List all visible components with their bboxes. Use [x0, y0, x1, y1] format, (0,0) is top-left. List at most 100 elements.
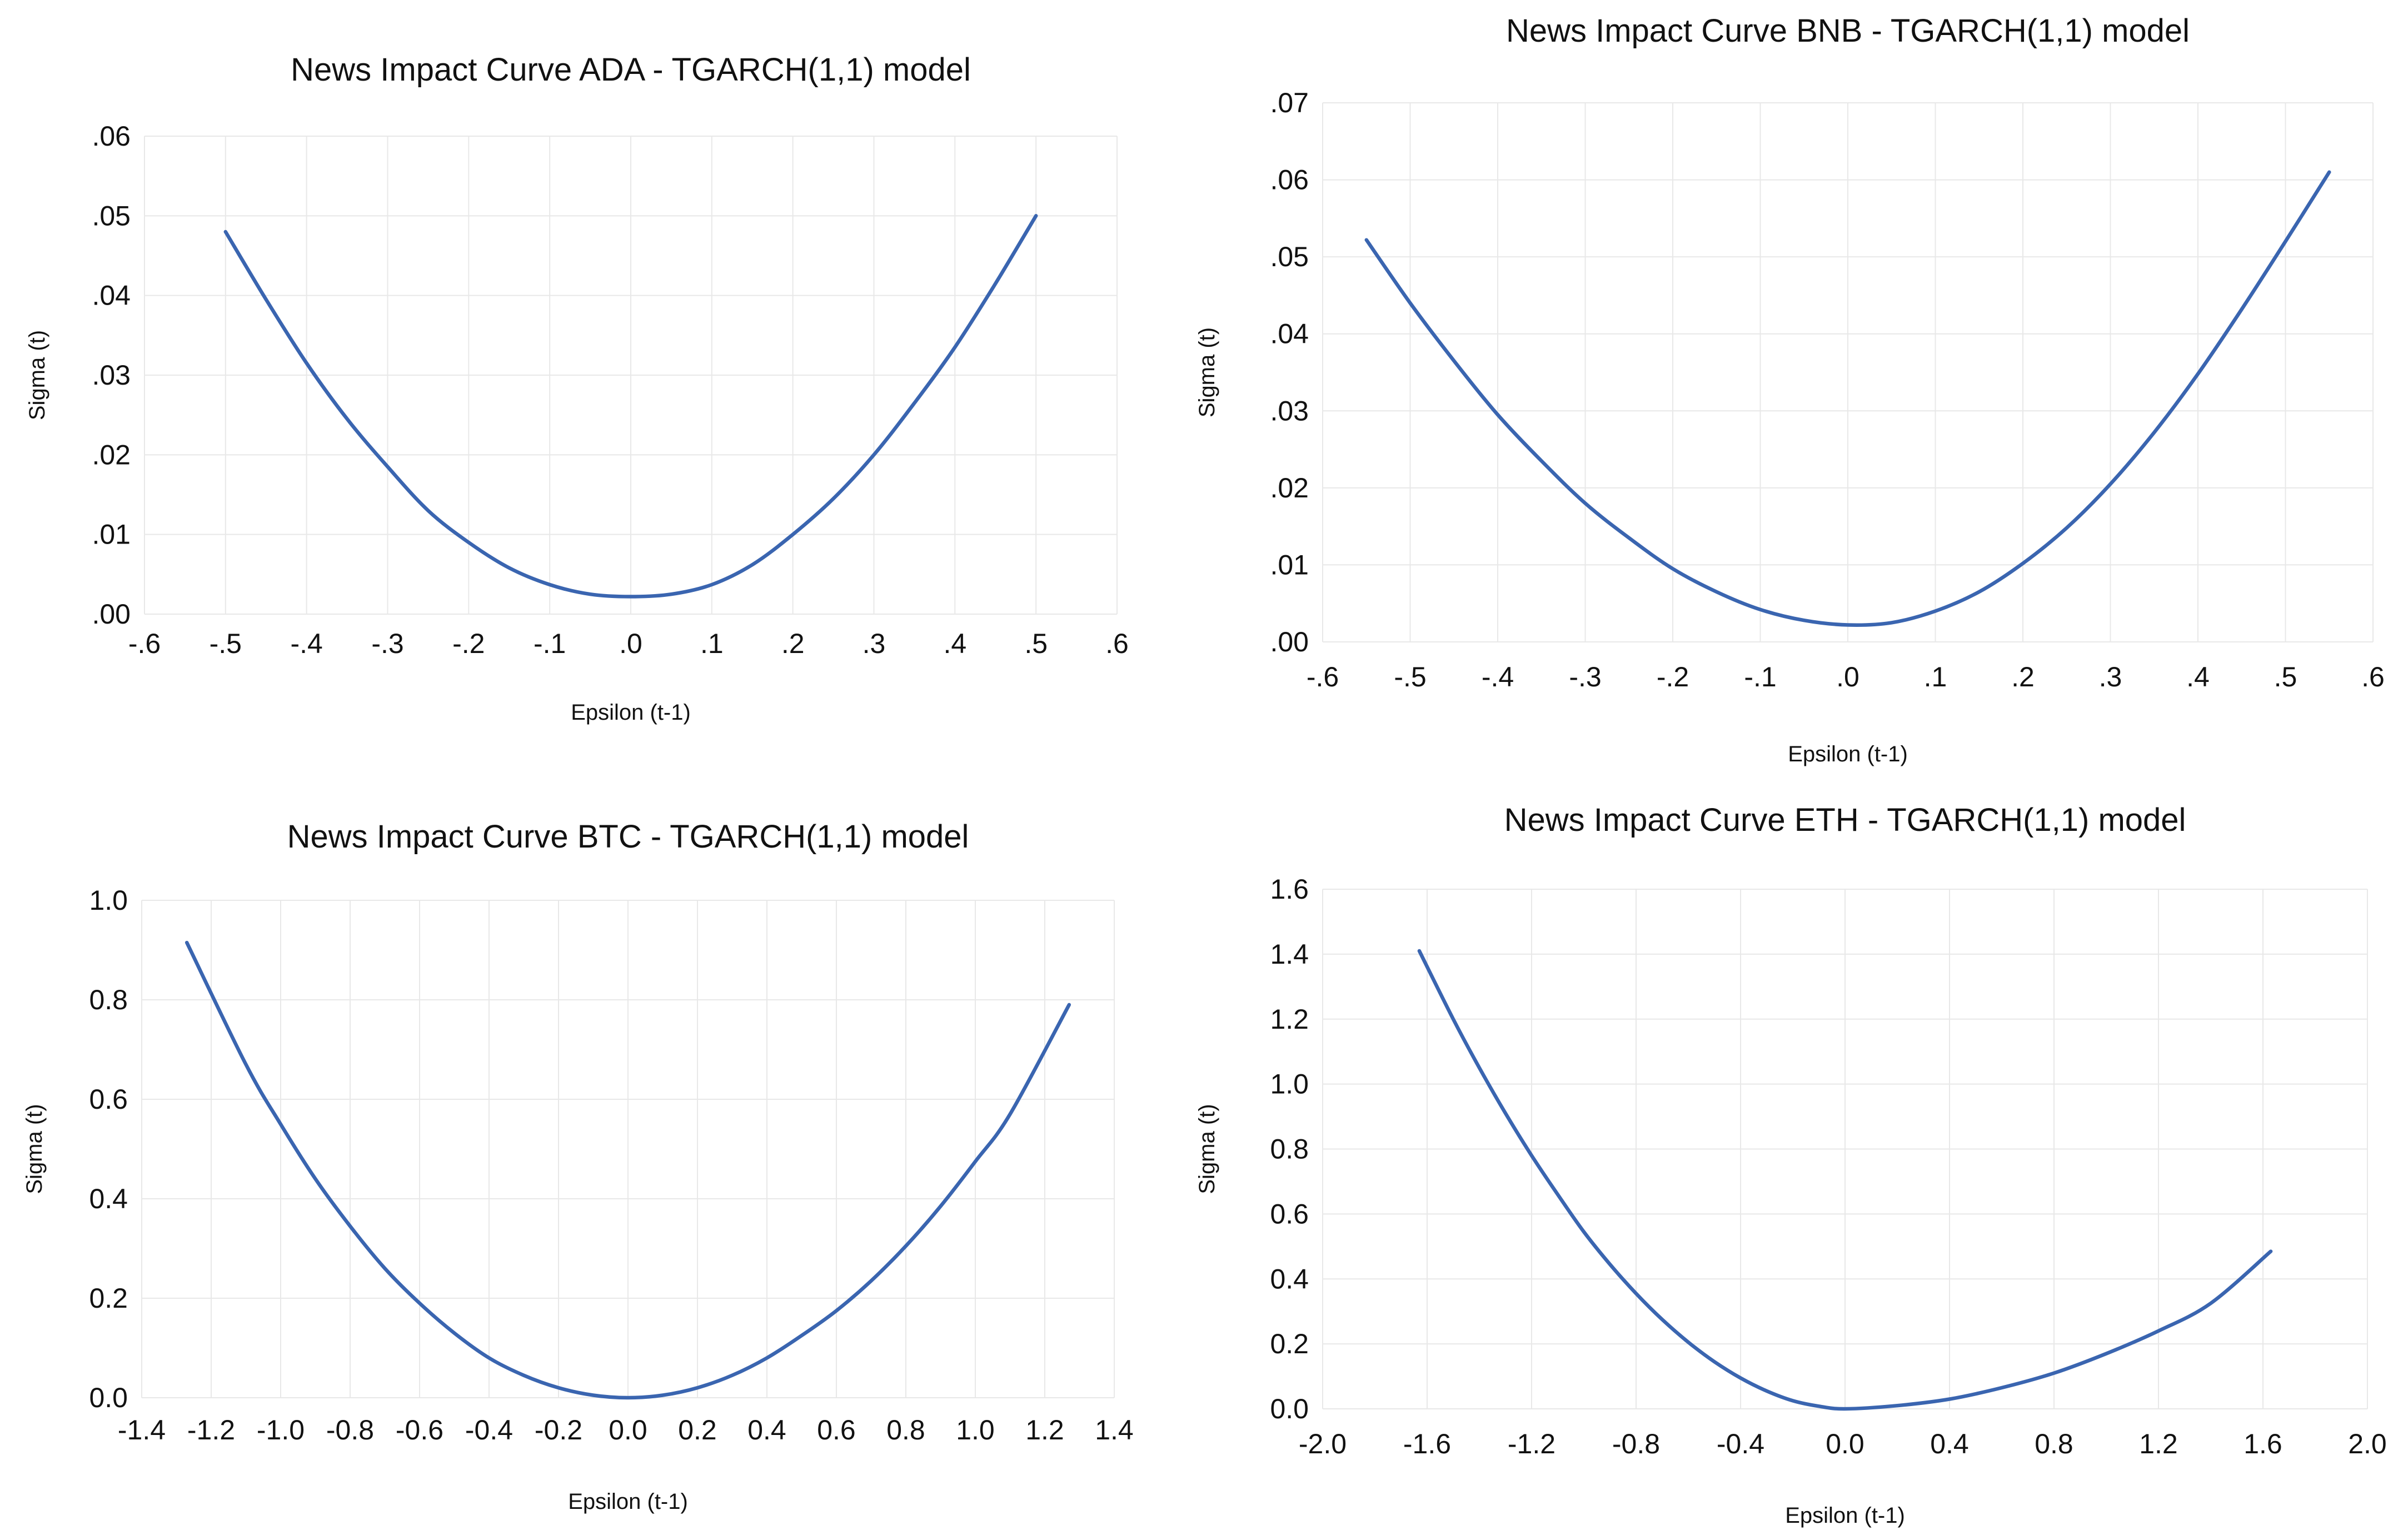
x-tick-label: -.5: [210, 628, 242, 659]
x-tick-label: .0: [619, 628, 642, 659]
x-tick-label: .2: [781, 628, 805, 659]
y-axis-label: Sigma (t): [25, 330, 49, 420]
y-tick-label: .04: [1270, 318, 1309, 350]
y-tick-label: 1.0: [89, 885, 128, 916]
x-tick-label: .2: [2011, 661, 2035, 692]
x-tick-label: .4: [943, 628, 966, 659]
x-tick-label: 0.2: [678, 1414, 717, 1446]
y-tick-label: .05: [1270, 241, 1309, 272]
x-tick-label: -.4: [1482, 661, 1514, 692]
chart-title: News Impact Curve ADA - TGARCH(1,1) mode…: [291, 52, 971, 88]
x-axis-label: Epsilon (t-1): [571, 700, 691, 725]
x-tick-label: -0.4: [465, 1414, 513, 1446]
y-tick-label: 0.4: [1270, 1263, 1309, 1294]
x-tick-label: .3: [863, 628, 886, 659]
x-tick-label: .5: [2274, 661, 2297, 692]
x-tick-label: -.6: [128, 628, 161, 659]
x-tick-label: 0.4: [1930, 1428, 1969, 1459]
x-tick-label: -.2: [452, 628, 485, 659]
y-tick-label: 0.8: [89, 984, 128, 1015]
y-axis-label: Sigma (t): [22, 1104, 47, 1194]
x-tick-label: 1.6: [2244, 1428, 2282, 1459]
x-tick-label: 0.8: [886, 1414, 925, 1446]
x-tick-label: 0.6: [817, 1414, 856, 1446]
y-tick-label: .07: [1270, 87, 1309, 118]
news-impact-curve-line: [223, 214, 1038, 599]
x-tick-label: -2.0: [1299, 1428, 1347, 1459]
x-tick-label: .1: [700, 628, 724, 659]
chart-panel-3: -1.4 -1.2 -1.0 -0.8 -0.6 -0.4 -0.2 0.0 0.2 0.4 0.6…: [22, 819, 1134, 1514]
x-tick-label: .6: [1105, 628, 1129, 659]
y-tick-label: 0.4: [89, 1183, 128, 1214]
x-tick-label: -.2: [1657, 661, 1689, 692]
x-tick-label: -1.2: [1508, 1428, 1556, 1459]
x-tick-label: 0.4: [747, 1414, 786, 1446]
chart-title: News Impact Curve BTC - TGARCH(1,1) mode…: [287, 819, 969, 855]
y-tick-label: .01: [92, 519, 131, 550]
x-tick-label: 2.0: [2348, 1428, 2387, 1459]
chart-title: News Impact Curve BNB - TGARCH(1,1) mode…: [1506, 13, 2190, 49]
x-tick-label: -1.4: [118, 1414, 166, 1446]
x-tick-label: .0: [1836, 661, 1859, 692]
x-tick-label: -0.2: [535, 1414, 582, 1446]
y-tick-label: 0.0: [89, 1382, 128, 1413]
chart-title: News Impact Curve ETH - TGARCH(1,1) mode…: [1504, 802, 2186, 838]
x-tick-label: -0.8: [1612, 1428, 1660, 1459]
y-tick-label: 1.4: [1270, 939, 1309, 970]
chart-panel-1: -.6 -.5 -.4 -.3 -.2 -.1 .0 .1 .2 .3 .4 .5 .6 .00 .01 .0…: [25, 52, 1129, 725]
y-tick-label: 0.6: [89, 1084, 128, 1115]
x-tick-label: 0.0: [609, 1414, 647, 1446]
y-tick-label: .06: [1270, 165, 1309, 196]
y-tick-label: .03: [92, 360, 131, 391]
y-tick-label: .04: [92, 280, 131, 311]
x-tick-label: -.6: [1307, 661, 1339, 692]
x-tick-label: .4: [2186, 661, 2210, 692]
x-tick-label: -0.6: [396, 1414, 443, 1446]
y-tick-label: .06: [92, 121, 131, 152]
y-axis-label: Sigma (t): [1195, 1104, 1219, 1194]
y-tick-label: 0.0: [1270, 1393, 1309, 1424]
x-tick-label: -.3: [1569, 661, 1601, 692]
x-tick-label: .5: [1024, 628, 1048, 659]
x-tick-label: 1.2: [1025, 1414, 1064, 1446]
y-tick-label: 1.6: [1270, 874, 1309, 905]
y-tick-label: 1.0: [1270, 1069, 1309, 1100]
x-tick-label: -1.6: [1403, 1428, 1451, 1459]
x-tick-label: -1.2: [187, 1414, 235, 1446]
news-impact-curve-line: [1417, 949, 2273, 1411]
x-axis-label: Epsilon (t-1): [1788, 742, 1908, 766]
y-tick-label: 0.6: [1270, 1198, 1309, 1229]
x-axis-label: Epsilon (t-1): [1785, 1503, 1905, 1528]
x-tick-label: 0.8: [2035, 1428, 2073, 1459]
x-tick-label: .1: [1924, 661, 1947, 692]
x-tick-label: -0.8: [326, 1414, 374, 1446]
news-impact-curve-line: [185, 940, 1071, 1400]
x-tick-label: -1.0: [257, 1414, 305, 1446]
y-tick-label: 0.8: [1270, 1134, 1309, 1165]
x-tick-label: 1.4: [1095, 1414, 1134, 1446]
y-tick-label: .01: [1270, 549, 1309, 580]
y-tick-label: 0.2: [89, 1283, 128, 1314]
x-tick-label: -.1: [534, 628, 566, 659]
y-tick-label: .02: [92, 439, 131, 470]
x-tick-label: .3: [2099, 661, 2122, 692]
y-tick-label: 1.2: [1270, 1004, 1309, 1035]
y-tick-label: .03: [1270, 395, 1309, 426]
x-tick-label: .6: [2361, 661, 2385, 692]
y-tick-label: .02: [1270, 472, 1309, 504]
y-axis-label: Sigma (t): [1195, 327, 1219, 417]
x-tick-label: -.4: [290, 628, 322, 659]
y-tick-label: .00: [1270, 626, 1309, 657]
y-tick-label: 0.2: [1270, 1328, 1309, 1359]
x-tick-label: 0.0: [1826, 1428, 1864, 1459]
chart-panel-4: -2.0 -1.6 -1.2 -0.8 -0.4 0.0 0.4 0.8 1.2 1.6 2.0 0.…: [1195, 802, 2387, 1528]
x-tick-label: -.3: [371, 628, 403, 659]
x-tick-label: 1.0: [956, 1414, 995, 1446]
x-tick-label: -0.4: [1717, 1428, 1764, 1459]
chart-panel-2: -.6 -.5 -.4 -.3 -.2 -.1 .0 .1 .2 .3 .4 .5 .6 .00 .01 .0…: [1195, 13, 2385, 766]
y-tick-label: .05: [92, 200, 131, 231]
news-impact-curve-line: [1364, 170, 2331, 627]
y-tick-label: .00: [92, 599, 131, 630]
x-tick-label: 1.2: [2139, 1428, 2178, 1459]
